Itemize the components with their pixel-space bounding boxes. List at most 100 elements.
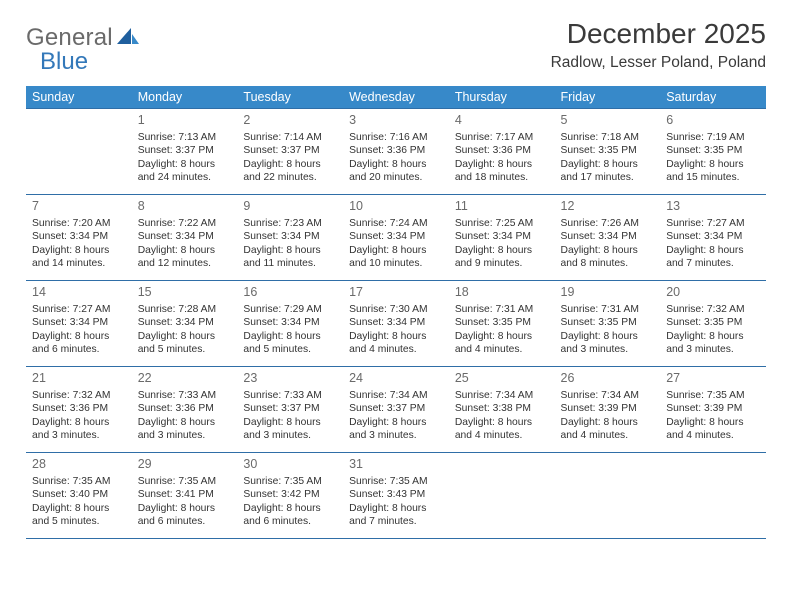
sunset-line: Sunset: 3:34 PM	[455, 230, 549, 244]
calendar-day-cell: 24Sunrise: 7:34 AMSunset: 3:37 PMDayligh…	[343, 367, 449, 453]
sunrise-line: Sunrise: 7:30 AM	[349, 303, 443, 317]
calendar-day-cell: 29Sunrise: 7:35 AMSunset: 3:41 PMDayligh…	[132, 453, 238, 539]
day-number: 11	[455, 198, 549, 215]
daylight-line: Daylight: 8 hours and 3 minutes.	[138, 416, 232, 443]
sunset-line: Sunset: 3:39 PM	[666, 402, 760, 416]
day-number: 15	[138, 284, 232, 301]
sunrise-line: Sunrise: 7:22 AM	[138, 217, 232, 231]
calendar-empty-cell	[660, 453, 766, 539]
weekday-header: Friday	[555, 86, 661, 109]
day-number: 2	[243, 112, 337, 129]
sunrise-line: Sunrise: 7:19 AM	[666, 131, 760, 145]
sunset-line: Sunset: 3:43 PM	[349, 488, 443, 502]
sunrise-line: Sunrise: 7:35 AM	[32, 475, 126, 489]
calendar-day-cell: 23Sunrise: 7:33 AMSunset: 3:37 PMDayligh…	[237, 367, 343, 453]
sunrise-line: Sunrise: 7:34 AM	[349, 389, 443, 403]
calendar-day-cell: 16Sunrise: 7:29 AMSunset: 3:34 PMDayligh…	[237, 281, 343, 367]
day-number: 8	[138, 198, 232, 215]
day-number: 29	[138, 456, 232, 473]
daylight-line: Daylight: 8 hours and 3 minutes.	[349, 416, 443, 443]
calendar-day-cell: 8Sunrise: 7:22 AMSunset: 3:34 PMDaylight…	[132, 195, 238, 281]
sunrise-line: Sunrise: 7:28 AM	[138, 303, 232, 317]
day-number: 3	[349, 112, 443, 129]
daylight-line: Daylight: 8 hours and 7 minutes.	[666, 244, 760, 271]
sunset-line: Sunset: 3:37 PM	[243, 402, 337, 416]
calendar-table: SundayMondayTuesdayWednesdayThursdayFrid…	[26, 86, 766, 539]
calendar-day-cell: 12 Sunrise: 7:26 AMSunset: 3:34 PMDayligh…	[555, 195, 661, 281]
sunset-line: Sunset: 3:34 PM	[561, 230, 655, 244]
sunset-line: Sunset: 3:36 PM	[349, 144, 443, 158]
calendar-day-cell: 4Sunrise: 7:17 AMSunset: 3:36 PMDaylight…	[449, 109, 555, 195]
sunrise-line: Sunrise: 7:29 AM	[243, 303, 337, 317]
sunrise-line: Sunrise: 7:16 AM	[349, 131, 443, 145]
calendar-day-cell: 3 Sunrise: 7:16 AMSunset: 3:36 PMDaylight…	[343, 109, 449, 195]
day-number: 26	[561, 370, 655, 387]
daylight-line: Daylight: 8 hours and 8 minutes.	[561, 244, 655, 271]
calendar-day-cell: 25Sunrise: 7:34 AMSunset: 3:38 PMDayligh…	[449, 367, 555, 453]
daylight-line: Daylight: 8 hours and 6 minutes.	[32, 330, 126, 357]
sunrise-line: Sunrise: 7:23 AM	[243, 217, 337, 231]
sunset-line: Sunset: 3:35 PM	[666, 144, 760, 158]
day-number: 22	[138, 370, 232, 387]
calendar-empty-cell	[449, 453, 555, 539]
sunrise-line: Sunrise: 7:35 AM	[666, 389, 760, 403]
sunset-line: Sunset: 3:35 PM	[561, 144, 655, 158]
sunset-line: Sunset: 3:36 PM	[455, 144, 549, 158]
calendar-day-cell: 30Sunrise: 7:35 AMSunset: 3:42 PMDayligh…	[237, 453, 343, 539]
calendar-day-cell: 22Sunrise: 7:33 AMSunset: 3:36 PMDayligh…	[132, 367, 238, 453]
sunrise-line: Sunrise: 7:35 AM	[349, 475, 443, 489]
calendar-day-cell: 2Sunrise: 7:14 AMSunset: 3:37 PMDaylight…	[237, 109, 343, 195]
sunrise-line: Sunrise: 7:20 AM	[32, 217, 126, 231]
calendar-empty-cell	[555, 453, 661, 539]
sunset-line: Sunset: 3:34 PM	[349, 230, 443, 244]
calendar-week-row: 28Sunrise: 7:35 AMSunset: 3:40 PMDayligh…	[26, 453, 766, 539]
day-number: 30	[243, 456, 337, 473]
daylight-line: Daylight: 8 hours and 3 minutes.	[243, 416, 337, 443]
weekday-header: Monday	[132, 86, 238, 109]
sunset-line: Sunset: 3:35 PM	[666, 316, 760, 330]
daylight-line: Daylight: 8 hours and 4 minutes.	[561, 416, 655, 443]
day-number: 9	[243, 198, 337, 215]
daylight-line: Daylight: 8 hours and 5 minutes.	[32, 502, 126, 529]
daylight-line: Daylight: 8 hours and 4 minutes.	[455, 416, 549, 443]
day-number: 6	[666, 112, 760, 129]
sunrise-line: Sunrise: 7:31 AM	[455, 303, 549, 317]
sunrise-line: Sunrise: 7:26 AM	[561, 217, 655, 231]
header-region: General Blue December 2025 Radlow, Lesse…	[26, 18, 766, 76]
day-number: 24	[349, 370, 443, 387]
daylight-line: Daylight: 8 hours and 15 minutes.	[666, 158, 760, 185]
sunset-line: Sunset: 3:35 PM	[455, 316, 549, 330]
sunset-line: Sunset: 3:37 PM	[138, 144, 232, 158]
daylight-line: Daylight: 8 hours and 6 minutes.	[138, 502, 232, 529]
title-block: December 2025 Radlow, Lesser Poland, Pol…	[551, 18, 766, 72]
weekday-header-row: SundayMondayTuesdayWednesdayThursdayFrid…	[26, 86, 766, 109]
calendar-day-cell: 11Sunrise: 7:25 AMSunset: 3:34 PMDayligh…	[449, 195, 555, 281]
calendar-week-row: 14Sunrise: 7:27 AMSunset: 3:34 PMDayligh…	[26, 281, 766, 367]
calendar-week-row: 21Sunrise: 7:32 AMSunset: 3:36 PMDayligh…	[26, 367, 766, 453]
sunrise-line: Sunrise: 7:27 AM	[666, 217, 760, 231]
calendar-day-cell: 26Sunrise: 7:34 AMSunset: 3:39 PMDayligh…	[555, 367, 661, 453]
day-number: 12	[561, 198, 655, 215]
sunrise-line: Sunrise: 7:35 AM	[243, 475, 337, 489]
calendar-day-cell: 1Sunrise: 7:13 AMSunset: 3:37 PMDaylight…	[132, 109, 238, 195]
sunrise-line: Sunrise: 7:33 AM	[243, 389, 337, 403]
calendar-day-cell: 19Sunrise: 7:31 AMSunset: 3:35 PMDayligh…	[555, 281, 661, 367]
day-number: 7	[32, 198, 126, 215]
brand-word-2: Blue	[40, 48, 88, 76]
sunset-line: Sunset: 3:37 PM	[243, 144, 337, 158]
daylight-line: Daylight: 8 hours and 24 minutes.	[138, 158, 232, 185]
sunrise-line: Sunrise: 7:35 AM	[138, 475, 232, 489]
daylight-line: Daylight: 8 hours and 5 minutes.	[243, 330, 337, 357]
calendar-day-cell: 21Sunrise: 7:32 AMSunset: 3:36 PMDayligh…	[26, 367, 132, 453]
day-number: 31	[349, 456, 443, 473]
daylight-line: Daylight: 8 hours and 20 minutes.	[349, 158, 443, 185]
calendar-week-row: 1Sunrise: 7:13 AMSunset: 3:37 PMDaylight…	[26, 109, 766, 195]
calendar-day-cell: 20Sunrise: 7:32 AMSunset: 3:35 PMDayligh…	[660, 281, 766, 367]
location-text: Radlow, Lesser Poland, Poland	[551, 54, 766, 72]
daylight-line: Daylight: 8 hours and 10 minutes.	[349, 244, 443, 271]
sunrise-line: Sunrise: 7:34 AM	[561, 389, 655, 403]
calendar-day-cell: 31Sunrise: 7:35 AMSunset: 3:43 PMDayligh…	[343, 453, 449, 539]
day-number: 27	[666, 370, 760, 387]
sunrise-line: Sunrise: 7:31 AM	[561, 303, 655, 317]
sunrise-line: Sunrise: 7:18 AM	[561, 131, 655, 145]
